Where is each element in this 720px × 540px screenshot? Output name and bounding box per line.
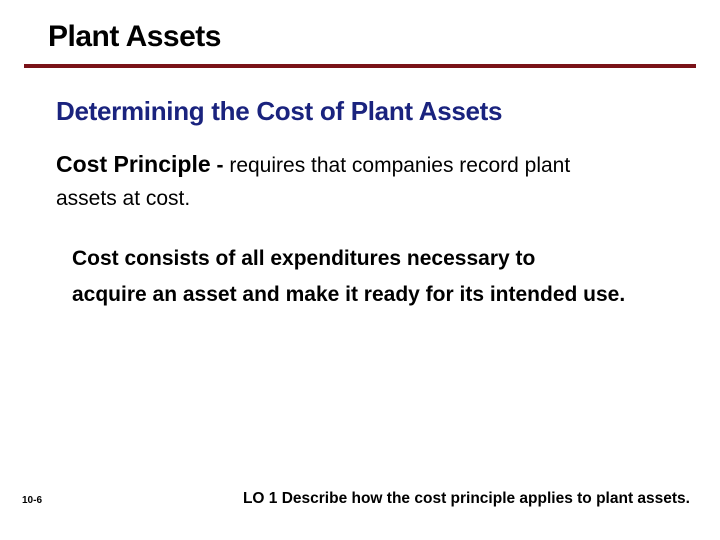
- slide-title: Plant Assets: [48, 20, 720, 54]
- title-wrap: Plant Assets: [0, 0, 720, 54]
- principle-def-1: requires that companies record plant: [229, 154, 570, 177]
- section-subtitle: Determining the Cost of Plant Assets: [56, 96, 672, 127]
- slide: Plant Assets Determining the Cost of Pla…: [0, 0, 720, 540]
- cost-detail-line-2: acquire an asset and make it ready for i…: [72, 283, 625, 306]
- page-number: 10-6: [22, 495, 42, 506]
- principle-def-2: assets at cost.: [56, 187, 190, 210]
- cost-detail-paragraph: Cost consists of all expenditures necess…: [56, 241, 672, 312]
- content: Determining the Cost of Plant Assets Cos…: [0, 68, 720, 313]
- principle-term: Cost Principle: [56, 151, 211, 177]
- cost-principle-paragraph: Cost Principle - requires that companies…: [56, 147, 672, 215]
- principle-dash: -: [211, 154, 230, 177]
- learning-objective: LO 1 Describe how the cost principle app…: [243, 490, 690, 508]
- cost-detail-line-1: Cost consists of all expenditures necess…: [72, 247, 535, 270]
